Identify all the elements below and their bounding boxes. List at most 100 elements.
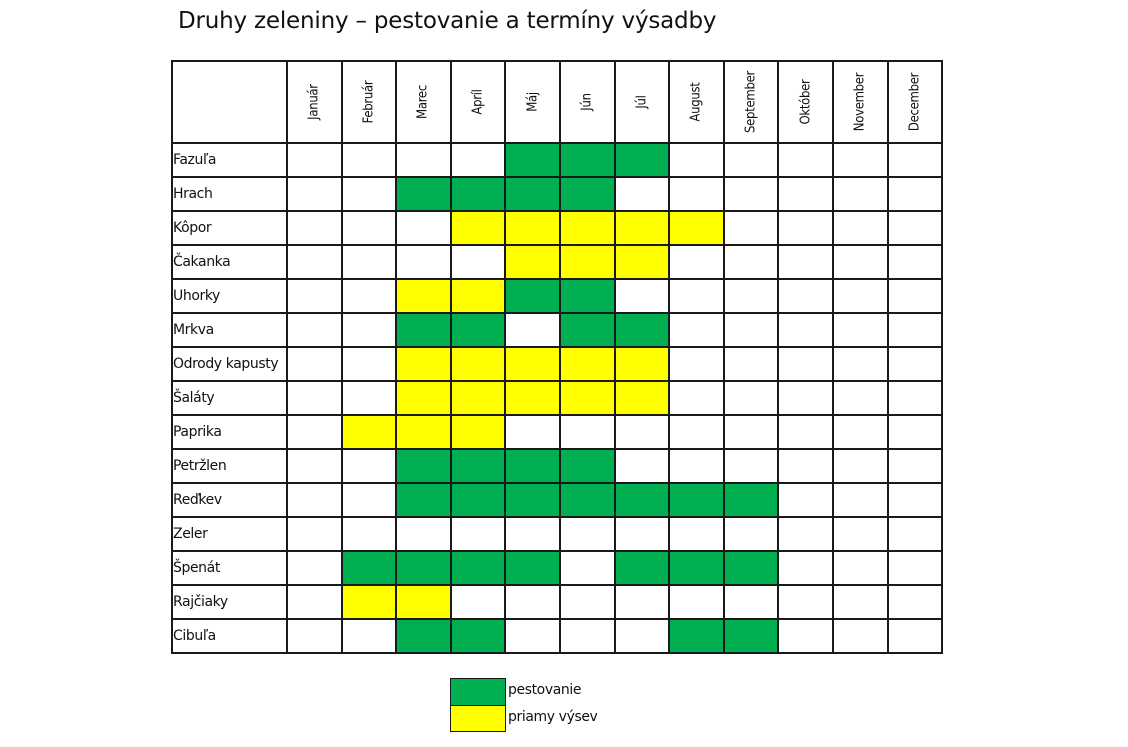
table-row: Odrody kapusty [171,346,944,382]
cell-empty [777,448,834,484]
table-row: Uhorky [171,278,944,314]
cell-pestovanie [504,278,561,314]
cell-priamy-vysev [395,278,452,314]
cell-empty [886,346,944,382]
cell-empty [777,618,834,654]
cell-pestovanie [613,482,671,518]
vegetable-label: Šaláty [171,380,288,416]
cell-empty [340,380,398,416]
cell-empty [886,380,944,416]
cell-empty [722,142,780,178]
cell-empty [831,278,889,314]
cell-empty [831,414,889,450]
month-label: Apríl [470,89,486,115]
cell-empty [558,414,616,450]
cell-empty [395,210,452,246]
cell-priamy-vysev [613,346,671,382]
cell-empty [340,142,398,178]
cell-empty [831,176,889,212]
cell-empty [613,584,671,620]
cell-empty [831,210,889,246]
cell-empty [286,278,343,314]
cell-pestovanie [340,550,398,586]
cell-empty [286,210,343,246]
cell-empty [777,142,834,178]
cell-empty [504,312,561,348]
cell-empty [613,516,671,552]
cell-priamy-vysev [340,414,398,450]
cell-priamy-vysev [613,244,671,280]
vegetable-label: Fazuľa [171,142,288,178]
cell-pestovanie [558,142,616,178]
cell-empty [777,278,834,314]
cell-priamy-vysev [668,210,725,246]
table-row: Mrkva [171,312,944,348]
cell-empty [286,380,343,416]
cell-priamy-vysev [558,244,616,280]
cell-empty [668,312,725,348]
cell-empty [722,244,780,280]
cell-pestovanie [449,448,507,484]
cell-pestovanie [449,482,507,518]
cell-pestovanie [504,142,561,178]
month-header: September [722,60,780,144]
cell-empty [668,584,725,620]
cell-empty [613,414,671,450]
cell-empty [831,516,889,552]
cell-empty [886,584,944,620]
month-header: Júl [613,60,671,144]
cell-pestovanie [668,550,725,586]
month-label: Január [306,84,322,120]
cell-priamy-vysev [558,380,616,416]
legend-swatch [450,678,506,706]
cell-priamy-vysev [449,346,507,382]
cell-priamy-vysev [449,278,507,314]
cell-empty [558,550,616,586]
cell-empty [722,210,780,246]
cell-pestovanie [722,482,780,518]
cell-empty [504,414,561,450]
cell-empty [831,346,889,382]
cell-empty [340,448,398,484]
vegetable-label: Reďkev [171,482,288,518]
cell-empty [831,482,889,518]
cell-empty [777,380,834,416]
cell-pestovanie [558,312,616,348]
legend-swatch [450,705,506,732]
cell-empty [722,584,780,620]
table-row: Kôpor [171,210,944,246]
cell-priamy-vysev [340,584,398,620]
vegetable-label: Paprika [171,414,288,450]
vegetable-label: Hrach [171,176,288,212]
cell-empty [886,550,944,586]
cell-empty [449,584,507,620]
month-label: December [907,72,923,132]
cell-empty [722,448,780,484]
cell-pestovanie [395,312,452,348]
cell-empty [340,516,398,552]
cell-pestovanie [395,550,452,586]
cell-empty [886,176,944,212]
cell-empty [831,584,889,620]
cell-empty [831,448,889,484]
vegetable-label: Mrkva [171,312,288,348]
cell-empty [340,618,398,654]
cell-empty [722,346,780,382]
cell-pestovanie [613,550,671,586]
cell-priamy-vysev [395,584,452,620]
cell-pestovanie [449,312,507,348]
table-row: Hrach [171,176,944,212]
vegetable-rows: Fazuľa Hrach Kôpor Čakanka Uhorky Mrkva Odrody… [171,142,944,654]
cell-empty [286,244,343,280]
cell-empty [286,550,343,586]
month-label: Máj [525,92,541,112]
cell-empty [722,380,780,416]
cell-empty [449,142,507,178]
cell-priamy-vysev [613,380,671,416]
cell-pestovanie [449,550,507,586]
table-row: Cibuľa [171,618,944,654]
month-label: Jún [579,93,595,111]
cell-empty [831,312,889,348]
cell-empty [340,482,398,518]
month-header: November [831,60,889,144]
